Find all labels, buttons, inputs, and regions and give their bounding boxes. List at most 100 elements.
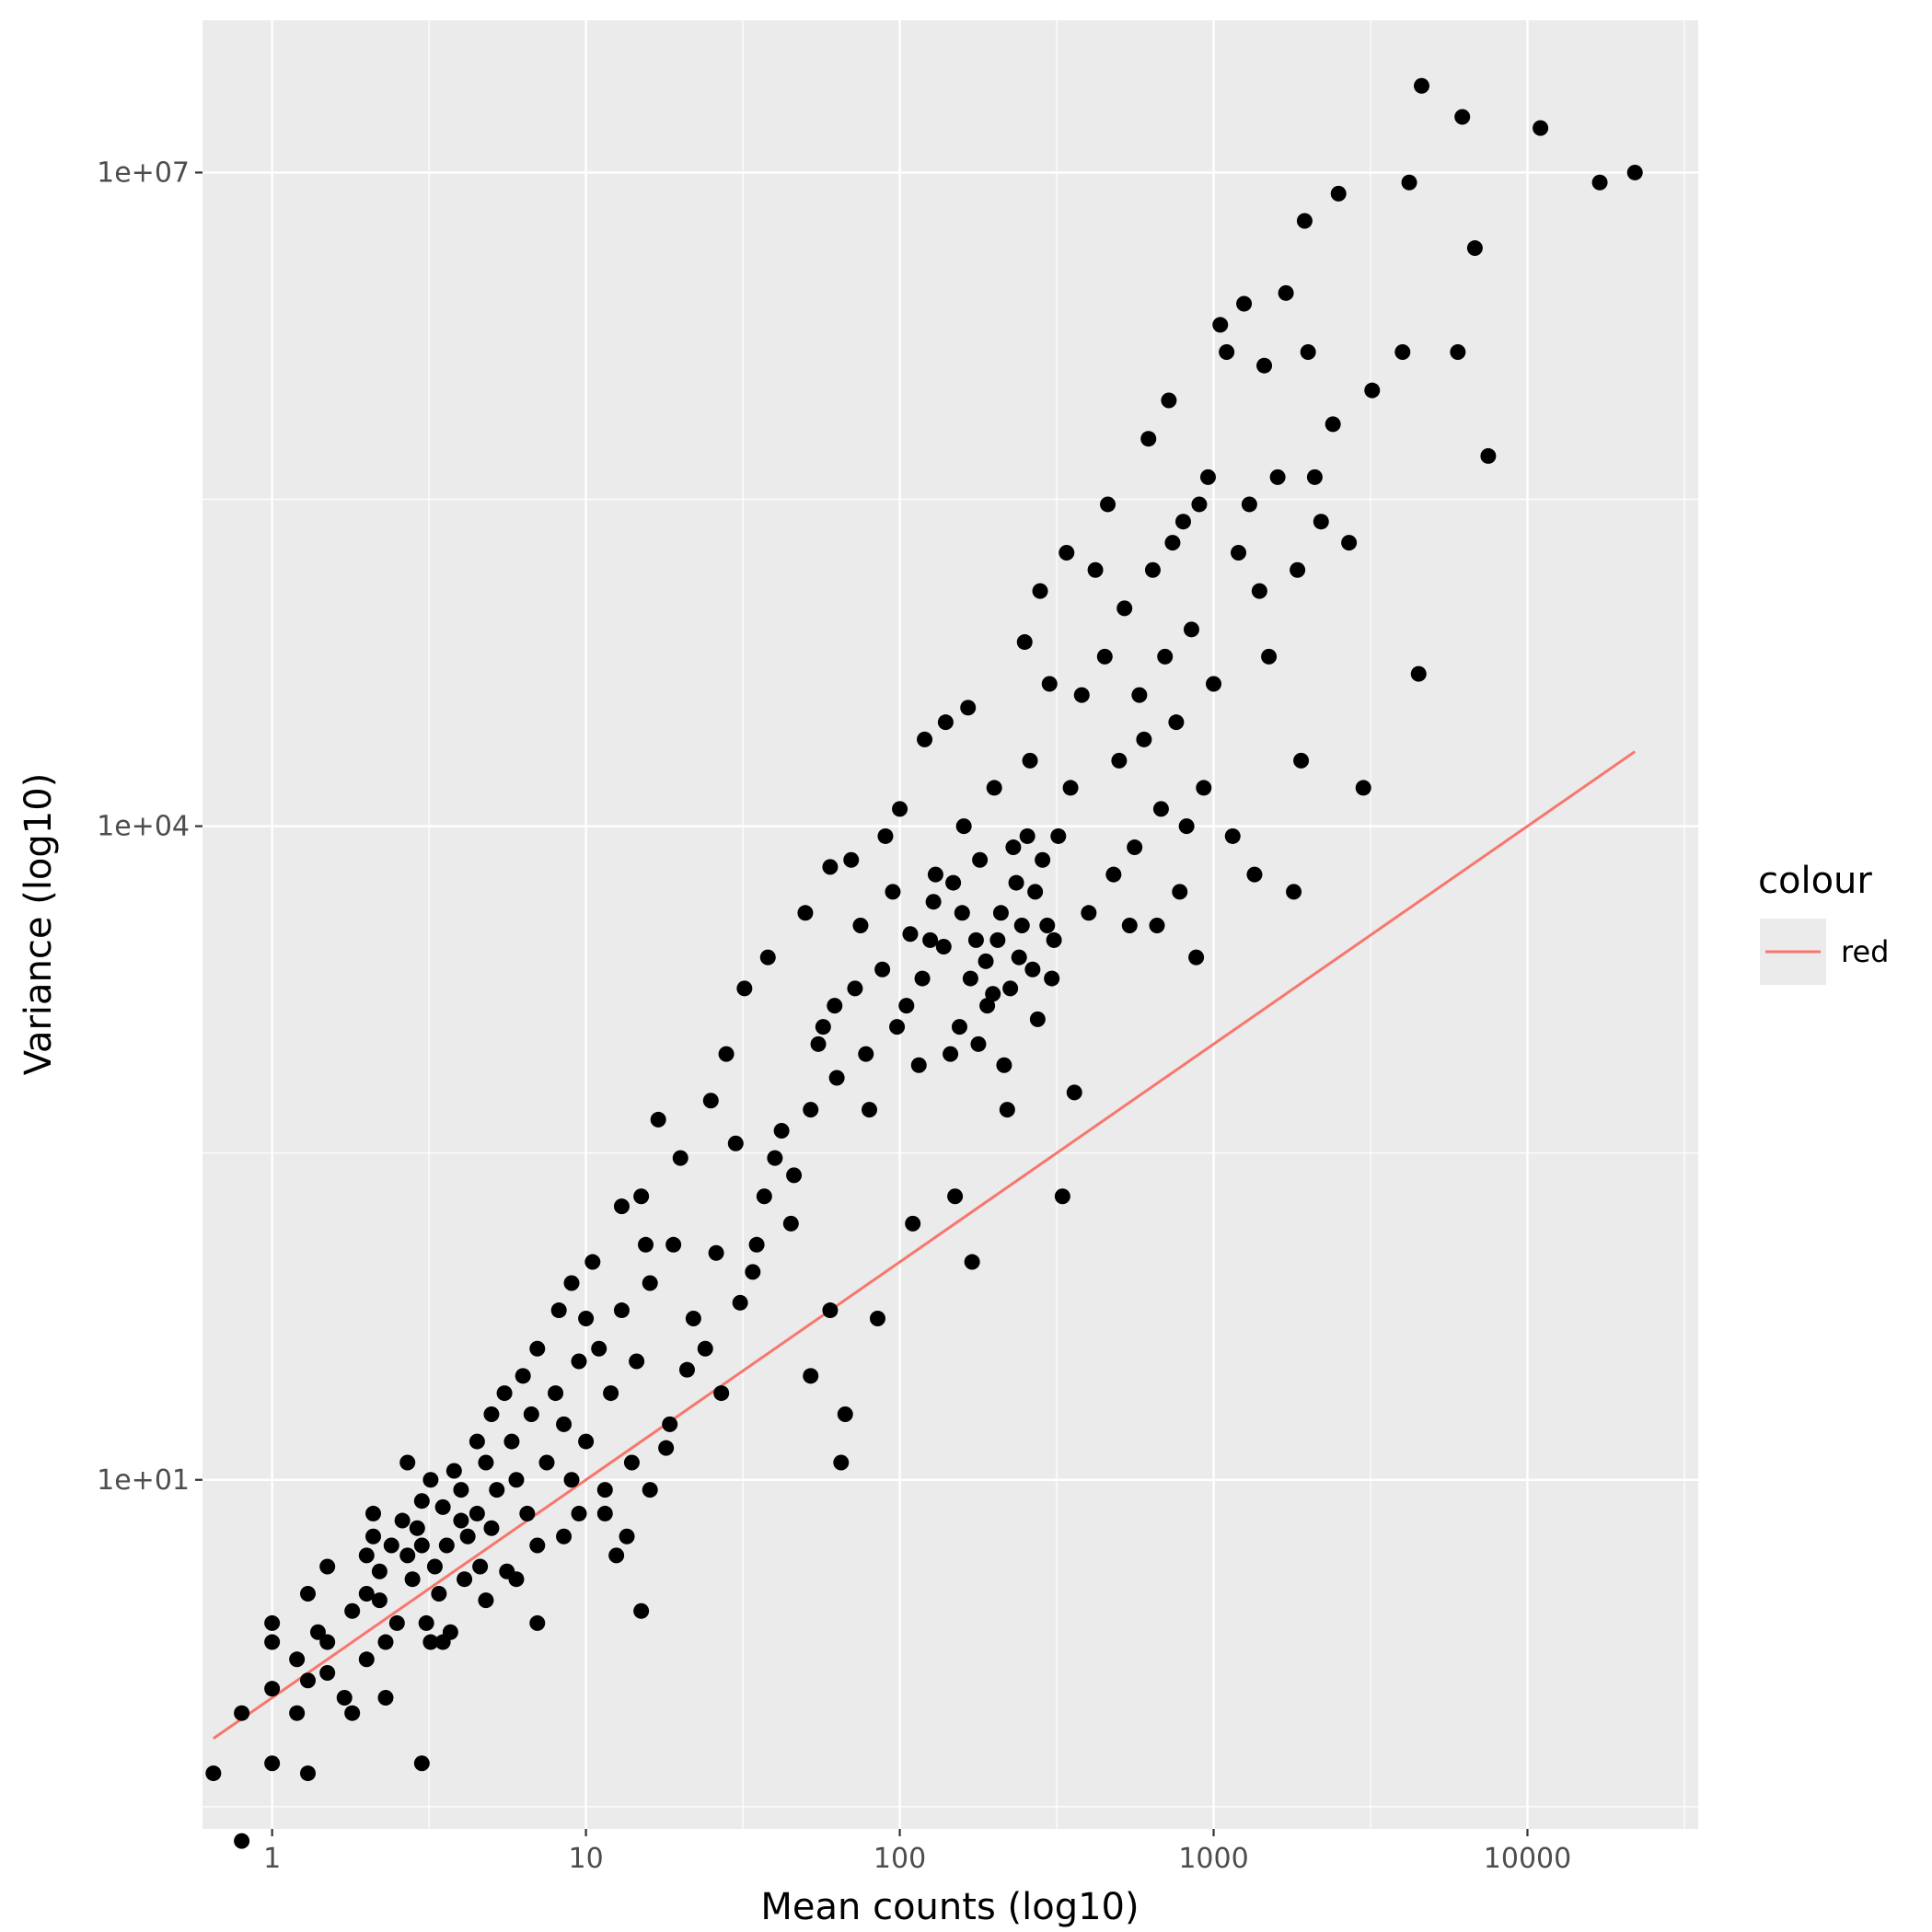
x-tick-label: 100 xyxy=(873,1843,926,1875)
data-point xyxy=(914,970,931,987)
data-point xyxy=(910,1057,927,1073)
data-point xyxy=(978,953,994,969)
data-point xyxy=(383,1537,399,1554)
data-point xyxy=(538,1454,555,1471)
data-point xyxy=(508,1472,525,1488)
data-point xyxy=(979,998,996,1014)
data-point xyxy=(1533,120,1549,136)
data-point xyxy=(827,998,843,1014)
x-axis-ticks: 1 10 100 1000 10000 xyxy=(263,1829,1571,1875)
data-point xyxy=(1111,752,1128,769)
data-point xyxy=(629,1353,645,1370)
data-point xyxy=(503,1433,520,1450)
data-point xyxy=(702,1093,719,1109)
data-point xyxy=(264,1681,281,1697)
data-point xyxy=(786,1167,803,1184)
data-point xyxy=(1050,827,1067,844)
data-point xyxy=(344,1602,361,1619)
data-point xyxy=(1278,284,1294,301)
data-point xyxy=(1183,621,1199,638)
data-point xyxy=(1073,687,1090,703)
data-point xyxy=(1219,343,1235,360)
data-point xyxy=(1044,970,1060,987)
data-point xyxy=(815,1019,831,1035)
data-point xyxy=(377,1689,394,1706)
data-point xyxy=(1019,827,1035,844)
data-point xyxy=(1313,514,1329,530)
data-point xyxy=(922,931,939,948)
data-point xyxy=(1286,884,1302,900)
data-point xyxy=(650,1111,666,1128)
legend: colour red xyxy=(1758,860,1889,985)
data-point xyxy=(665,1236,682,1253)
data-point xyxy=(365,1505,382,1521)
data-point xyxy=(529,1537,546,1554)
data-point xyxy=(996,1057,1012,1073)
data-point xyxy=(459,1528,476,1544)
data-point xyxy=(434,1498,451,1515)
x-axis-title: Mean counts (log10) xyxy=(760,1886,1139,1928)
data-point xyxy=(917,731,933,747)
data-point xyxy=(1293,752,1310,769)
data-point xyxy=(1188,949,1205,966)
data-point xyxy=(413,1755,430,1772)
data-point xyxy=(234,1705,250,1721)
data-point xyxy=(847,980,863,997)
data-point xyxy=(422,1634,439,1650)
data-point xyxy=(613,1198,630,1215)
data-point xyxy=(623,1454,640,1471)
data-point xyxy=(365,1528,382,1544)
data-point xyxy=(986,780,1002,796)
data-point xyxy=(935,938,952,954)
data-point xyxy=(571,1505,587,1521)
data-point xyxy=(1178,818,1195,835)
data-point xyxy=(584,1254,601,1270)
data-point xyxy=(1626,164,1643,180)
data-point xyxy=(264,1755,281,1772)
data-point xyxy=(1054,1188,1070,1205)
data-point xyxy=(745,1264,761,1280)
data-point xyxy=(1325,416,1341,433)
data-point xyxy=(633,1602,650,1619)
data-point xyxy=(905,1215,921,1232)
data-point xyxy=(954,905,970,921)
data-point xyxy=(1136,731,1152,747)
data-point xyxy=(399,1454,416,1471)
data-point xyxy=(972,851,989,868)
y-axis-ticks: 1e+01 1e+04 1e+07 xyxy=(97,156,202,1497)
data-point xyxy=(1341,535,1358,551)
data-point xyxy=(759,949,776,966)
data-point xyxy=(767,1150,783,1166)
data-point xyxy=(992,905,1009,921)
data-point xyxy=(1164,535,1181,551)
data-point xyxy=(299,1586,316,1602)
data-point xyxy=(1116,600,1133,617)
data-point xyxy=(264,1614,281,1631)
plot-panel xyxy=(202,20,1698,1829)
data-point xyxy=(457,1571,473,1588)
data-point xyxy=(319,1558,336,1575)
data-point xyxy=(678,1361,695,1378)
data-point xyxy=(371,1563,388,1579)
data-point xyxy=(377,1634,394,1650)
data-point xyxy=(578,1433,595,1450)
data-point xyxy=(718,1046,735,1062)
data-point xyxy=(1364,382,1381,399)
legend-label-red: red xyxy=(1841,934,1889,969)
data-point xyxy=(1152,801,1169,817)
data-point xyxy=(1013,918,1030,934)
data-point xyxy=(642,1275,658,1291)
data-point xyxy=(404,1571,421,1588)
data-point xyxy=(563,1472,580,1488)
data-point xyxy=(833,1454,850,1471)
data-point xyxy=(469,1505,485,1521)
data-point xyxy=(299,1765,316,1782)
data-point xyxy=(970,1035,987,1052)
data-point xyxy=(358,1586,375,1602)
data-point xyxy=(1029,1011,1046,1027)
data-point xyxy=(810,1035,827,1052)
data-point xyxy=(925,894,942,910)
reference-line-layer xyxy=(212,750,1637,1741)
data-point xyxy=(1096,648,1113,665)
data-point xyxy=(418,1614,434,1631)
